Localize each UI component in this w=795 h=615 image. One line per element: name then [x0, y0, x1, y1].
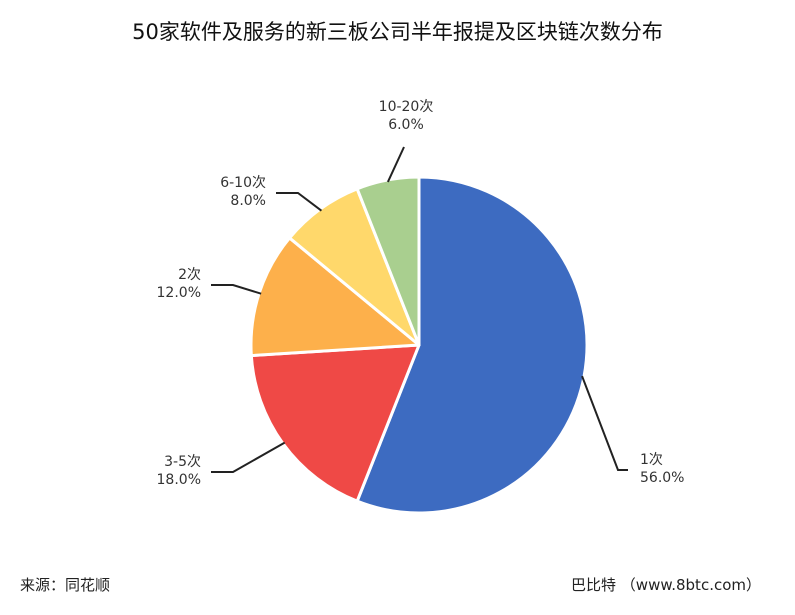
slice-name-label: 3-5次: [164, 454, 201, 470]
pie-slice-5: [355, 175, 421, 347]
leader-line-1: [581, 375, 628, 471]
slice-name-label: 1次: [640, 452, 663, 468]
slice-percent-label: 18.0%: [157, 472, 201, 488]
slice-name-label: 10-20次: [379, 99, 434, 115]
pie-slices: [249, 175, 589, 515]
leader-line-4: [276, 192, 323, 212]
source-note: 来源：同花顺: [20, 576, 111, 594]
leader-lines: [211, 146, 628, 473]
slice-percent-label: 6.0%: [388, 117, 424, 133]
slice-percent-label: 56.0%: [640, 470, 684, 486]
slice-name-label: 6-10次: [220, 175, 266, 191]
slice-labels: 1次 56.0% 3-5次 18.0% 2次 12.0% 6-10次 8.0% 10-20次 6.…: [157, 99, 685, 488]
slice-percent-label: 12.0%: [157, 285, 201, 301]
chart-title: 50家软件及服务的新三板公司半年报提及区块链次数分布: [132, 20, 663, 44]
leader-line-5: [386, 146, 405, 183]
leader-line-3: [211, 284, 262, 295]
pie-slice-1: [355, 175, 589, 515]
slice-name-label: 2次: [178, 267, 201, 283]
leader-line-2: [211, 441, 286, 473]
slice-percent-label: 8.0%: [230, 193, 266, 209]
credit-note: 巴比特 （www.8btc.com）: [571, 576, 761, 594]
